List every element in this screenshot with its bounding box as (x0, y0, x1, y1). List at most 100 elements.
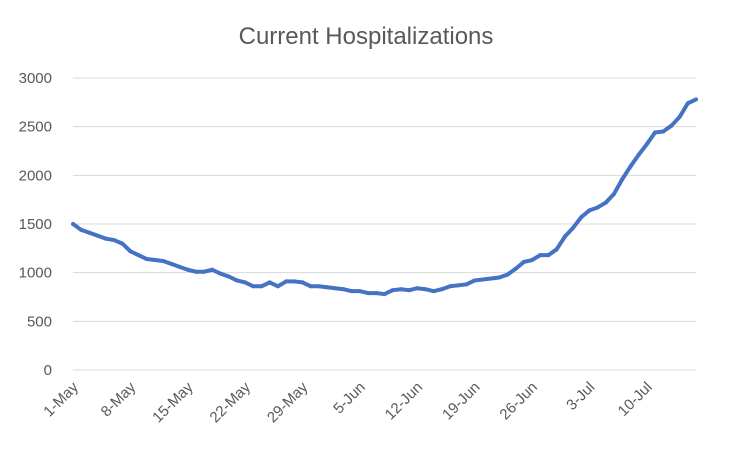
data-point (382, 292, 387, 297)
data-point (497, 275, 502, 280)
data-point (644, 142, 649, 147)
data-point (316, 284, 321, 289)
data-point (202, 269, 207, 274)
data-point (87, 230, 92, 235)
x-tick-label: 5-Jun (330, 379, 369, 418)
data-point (366, 291, 371, 296)
data-point (398, 287, 403, 292)
data-point (226, 274, 231, 279)
data-point (612, 191, 617, 196)
data-point (71, 222, 75, 226)
data-point (169, 261, 174, 266)
data-point (120, 241, 125, 246)
data-point (636, 152, 641, 157)
x-tick-label: 10-Jul (615, 379, 656, 420)
data-point (587, 208, 592, 213)
data-point (546, 253, 551, 258)
data-point (521, 259, 526, 264)
data-point (505, 272, 510, 277)
data-point (448, 284, 453, 289)
data-point (685, 101, 690, 106)
x-tick-label: 19-Jun (439, 379, 483, 423)
y-tick-label: 1000 (19, 265, 52, 282)
data-point (152, 258, 157, 263)
gridlines (73, 77, 696, 371)
data-point (456, 283, 461, 288)
data-point (603, 200, 608, 205)
data-point (292, 279, 297, 284)
data-point (243, 280, 248, 285)
data-point (374, 291, 379, 296)
data-point (694, 97, 698, 102)
data-point (431, 289, 436, 294)
x-tick-label: 12-Jun (382, 379, 426, 423)
data-point (161, 258, 166, 263)
data-point (407, 288, 412, 293)
data-point (308, 284, 313, 289)
data-point (595, 205, 600, 210)
data-point (513, 266, 518, 271)
data-point (677, 114, 682, 119)
data-point (628, 164, 633, 169)
data-point (333, 286, 338, 291)
data-point (357, 289, 362, 294)
data-point (79, 227, 84, 232)
x-tick-label: 29-May (264, 378, 312, 426)
data-point (669, 123, 674, 128)
data-point (538, 253, 543, 258)
data-point (103, 236, 108, 241)
data-point (489, 276, 494, 281)
data-point (390, 288, 395, 293)
data-point (284, 279, 289, 284)
data-point (111, 238, 116, 243)
data-point (480, 277, 485, 282)
x-tick-label: 22-May (207, 378, 255, 426)
data-point (562, 234, 567, 239)
x-tick-label: 1-May (40, 378, 82, 420)
x-tick-label: 8-May (98, 378, 140, 420)
data-point (554, 247, 559, 252)
x-tick-label: 3-Jul (563, 379, 598, 414)
data-point (571, 225, 576, 230)
data-point (349, 289, 354, 294)
y-tick-label: 0 (44, 362, 52, 379)
data-point (259, 284, 264, 289)
y-tick-label: 500 (27, 313, 52, 330)
data-point (95, 233, 100, 238)
series-layer (71, 97, 698, 297)
data-point (439, 287, 444, 292)
data-point (275, 284, 280, 289)
data-point (661, 129, 666, 134)
data-point (653, 130, 658, 135)
x-axis-ticks: 1-May 8-May 15-May 22-May 29-May 5-Jun 12-Jun 1… (40, 378, 655, 426)
data-point (251, 284, 256, 289)
data-point (218, 271, 223, 276)
chart-title: Current Hospitalizations (239, 23, 494, 50)
data-point (128, 249, 133, 254)
x-tick-label: 26-Jun (496, 379, 540, 423)
data-point (325, 285, 330, 290)
data-point (341, 287, 346, 292)
y-tick-label: 3000 (19, 70, 52, 87)
series-line (71, 97, 698, 297)
data-point (464, 282, 469, 287)
y-axis-ticks: 0 500 1000 1500 2000 2500 3000 (19, 70, 52, 379)
data-point (177, 264, 182, 269)
data-point (136, 253, 141, 258)
y-tick-label: 2000 (19, 167, 52, 184)
data-point (234, 278, 239, 283)
x-tick-label: 15-May (149, 378, 197, 426)
data-point (579, 215, 584, 220)
y-tick-label: 1500 (19, 216, 52, 233)
data-point (300, 280, 305, 285)
y-tick-label: 2500 (19, 119, 52, 136)
data-point (620, 177, 625, 182)
data-point (423, 287, 428, 292)
data-point (472, 278, 477, 283)
data-point (185, 267, 190, 272)
data-point (210, 267, 215, 272)
data-point (530, 258, 535, 263)
data-point (193, 269, 198, 274)
data-point (415, 286, 420, 291)
